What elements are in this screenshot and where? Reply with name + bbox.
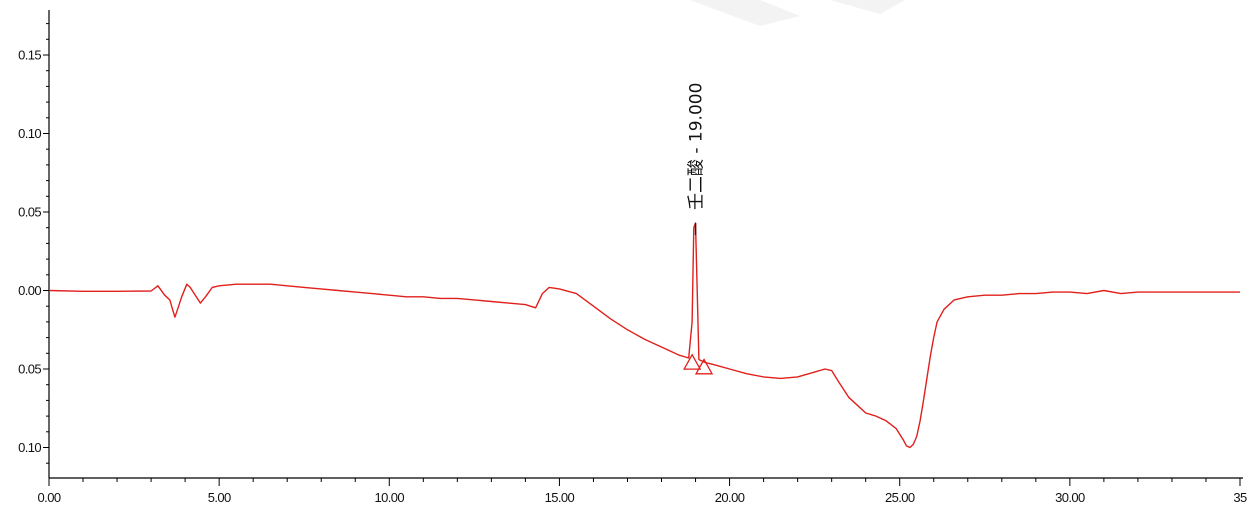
peak-annotations: 壬二酸 - 19.000 <box>687 83 707 210</box>
x-tick-label: 0.00 <box>38 490 61 505</box>
x-tick-label: 25.00 <box>885 490 915 505</box>
peak-label: 壬二酸 - 19.000 <box>687 83 707 210</box>
x-tick-label: 15.00 <box>545 490 575 505</box>
y-tick-label: 0.05 <box>18 362 41 377</box>
y-tick-label: 0.15 <box>18 48 41 63</box>
integration-marker <box>683 353 702 370</box>
x-tick-label: 35 <box>1233 490 1247 505</box>
y-tick-label: 0.10 <box>18 126 41 141</box>
y-tick-label: 0.05 <box>18 205 41 220</box>
integration-marker <box>694 358 714 375</box>
x-minor-ticks <box>82 478 1207 482</box>
y-ticks: 0.15 0.10 0.05 0.00 0.05 0.10 <box>18 48 49 455</box>
x-tick-label: 20.00 <box>715 490 745 505</box>
x-tick-label: 30.00 <box>1055 490 1085 505</box>
y-tick-label: 0.00 <box>18 283 41 298</box>
integration-markers <box>683 353 714 375</box>
series-line <box>48 222 1240 449</box>
series-layer <box>48 222 1240 449</box>
background-decoration <box>690 0 905 26</box>
y-tick-label: 0.10 <box>18 440 41 455</box>
x-tick-label: 10.00 <box>375 490 405 505</box>
x-ticks: 0.00 5.00 10.00 15.00 20.00 25.00 30.00 35 <box>38 478 1247 505</box>
x-tick-label: 5.00 <box>208 490 231 505</box>
axes: 0.15 0.10 0.05 0.00 0.05 0.10 0.00 5.00 10.00 15… <box>18 10 1247 505</box>
